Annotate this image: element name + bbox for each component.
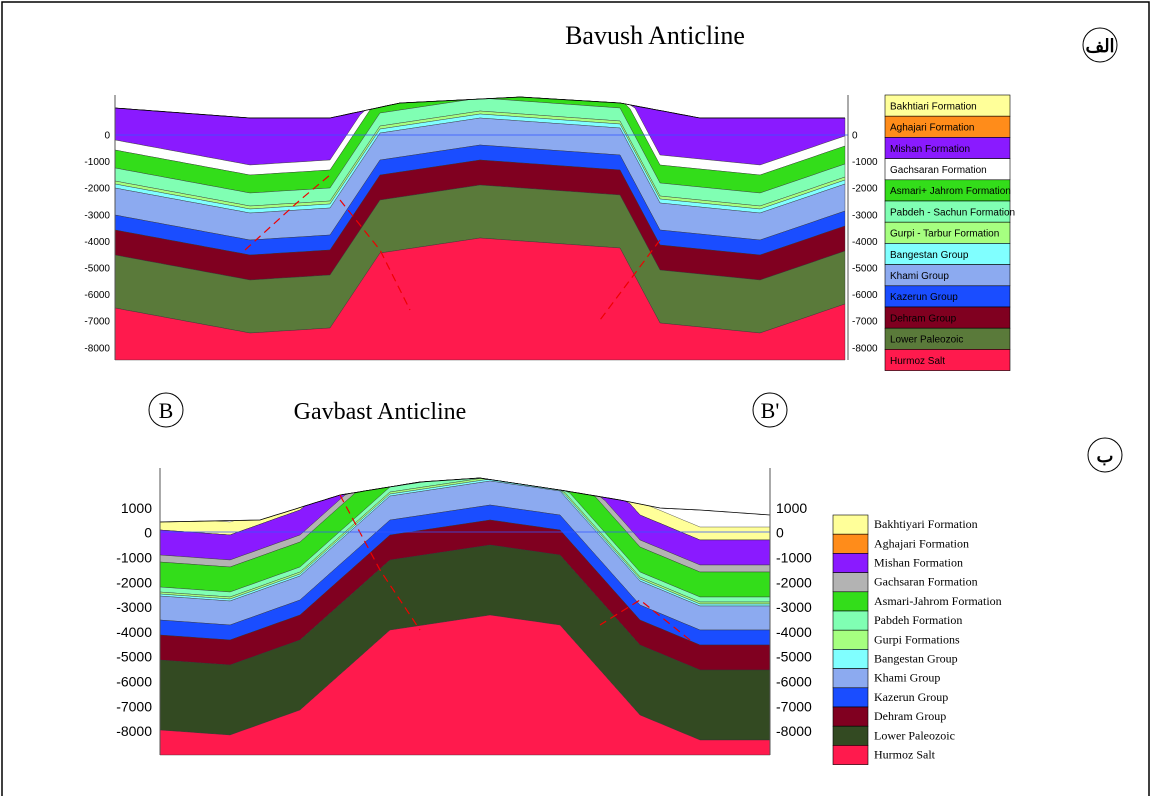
figure: Bavush Anticline الف Gavbast Anticline B… — [0, 0, 1151, 796]
depth-label: -8000 — [84, 343, 110, 354]
depth-label: -2000 — [116, 574, 152, 590]
depth-label: -4000 — [852, 237, 878, 248]
depth-label: -4000 — [776, 624, 812, 640]
panel-label: ب — [1097, 446, 1114, 466]
depth-label: -8000 — [116, 723, 152, 739]
depth-label: -5000 — [84, 264, 110, 275]
legend-label: Mishan Formation — [890, 144, 970, 155]
legend-label: Khami Group — [890, 271, 949, 282]
depth-label: 0 — [144, 525, 152, 541]
depth-label: -6000 — [776, 674, 812, 690]
legend-label: Asmari+ Jahrom Formation — [890, 186, 1011, 197]
legend-swatch — [833, 688, 868, 707]
legend-swatch — [833, 534, 868, 553]
legend-label: Bakhtiyari Formation — [874, 517, 978, 531]
depth-label: -3000 — [116, 599, 152, 615]
legend-label: Gachsaran Formation — [874, 575, 978, 589]
legend-label: Bakhtiari Formation — [890, 101, 977, 112]
legend-label: Kazerun Group — [890, 292, 958, 303]
legend-label: Gurpi Formations — [874, 632, 960, 646]
legend-label: Pabdeh - Sachun Formation — [890, 207, 1015, 218]
depth-label: -3000 — [852, 210, 878, 221]
legend-label: Lower Paleozoic — [874, 728, 955, 742]
legend-label: Kazerun Group — [874, 690, 948, 704]
legend-label: Dehram Group — [890, 313, 957, 324]
depth-label: 1000 — [776, 500, 807, 516]
depth-label: -4000 — [116, 624, 152, 640]
legend-swatch — [833, 726, 868, 745]
depth-label: -4000 — [84, 237, 110, 248]
depth-label: -2000 — [852, 184, 878, 195]
depth-label: 0 — [776, 525, 784, 541]
legend-label: Gachsaran Formation — [890, 165, 987, 176]
depth-label: -1000 — [776, 550, 812, 566]
legend-label: Aghajari Formation — [874, 536, 969, 550]
depth-label: -5000 — [776, 649, 812, 665]
depth-label: 0 — [104, 131, 110, 142]
legend-swatch — [833, 669, 868, 688]
section-marker: B — [159, 398, 174, 423]
depth-label: -7000 — [116, 698, 152, 714]
legend-swatch — [833, 649, 868, 668]
legend-label: Bangestan Group — [874, 651, 958, 665]
depth-label: -2000 — [776, 574, 812, 590]
legend-label: Dehram Group — [874, 709, 946, 723]
panel-title: Gavbast Anticline — [294, 399, 467, 425]
depth-label: -1000 — [852, 157, 878, 168]
depth-label: -1000 — [116, 550, 152, 566]
legend-swatch — [833, 553, 868, 572]
legend-label: Hurmoz Salt — [890, 356, 945, 367]
legend-swatch — [833, 515, 868, 534]
legend-label: Gurpi - Tarbur Formation — [890, 229, 999, 240]
depth-label: 1000 — [121, 500, 152, 516]
depth-label: -2000 — [84, 184, 110, 195]
depth-label: -6000 — [116, 674, 152, 690]
legend-label: Lower Paleozoic — [890, 335, 963, 346]
legend-swatch — [833, 592, 868, 611]
legend-swatch — [833, 573, 868, 592]
panel-label: الف — [1085, 36, 1114, 56]
section-marker: B' — [761, 398, 780, 423]
legend-label: Mishan Formation — [874, 555, 963, 569]
legend-swatch — [833, 745, 868, 764]
depth-label: -8000 — [852, 343, 878, 354]
depth-label: -7000 — [852, 317, 878, 328]
legend-label: Khami Group — [874, 671, 940, 685]
depth-label: -7000 — [776, 698, 812, 714]
legend-label: Aghajari Formation — [890, 123, 974, 134]
depth-label: -1000 — [84, 157, 110, 168]
depth-label: -5000 — [116, 649, 152, 665]
depth-label: -3000 — [84, 210, 110, 221]
depth-label: -3000 — [776, 599, 812, 615]
depth-label: -6000 — [84, 290, 110, 301]
depth-label: -7000 — [84, 317, 110, 328]
legend-label: Hurmoz Salt — [874, 747, 936, 761]
legend-label: Asmari-Jahrom Formation — [874, 594, 1002, 608]
depth-label: 0 — [852, 131, 858, 142]
legend-label: Pabdeh Formation — [874, 613, 962, 627]
panel-title: Bavush Anticline — [565, 21, 745, 50]
legend-swatch — [833, 707, 868, 726]
legend-swatch — [833, 611, 868, 630]
legend-label: Bangestan Group — [890, 250, 969, 261]
depth-label: -6000 — [852, 290, 878, 301]
depth-label: -8000 — [776, 723, 812, 739]
depth-label: -5000 — [852, 264, 878, 275]
legend-swatch — [833, 630, 868, 649]
